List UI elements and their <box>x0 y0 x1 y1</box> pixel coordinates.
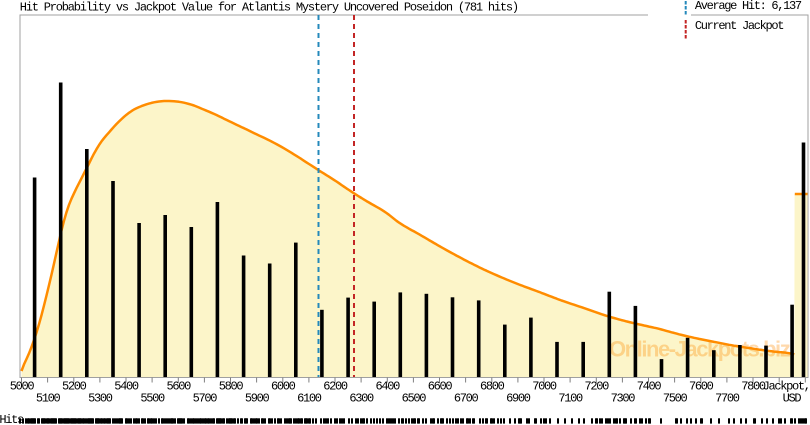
svg-text:6900: 6900 <box>506 392 531 406</box>
svg-text:7800: 7800 <box>741 380 766 394</box>
svg-text:5500: 5500 <box>140 392 165 406</box>
svg-text:6000: 6000 <box>271 380 296 394</box>
svg-text:Hit Probability vs Jackpot Val: Hit Probability vs Jackpot Value for Atl… <box>20 1 518 15</box>
svg-text:7300: 7300 <box>611 392 636 406</box>
svg-text:5100: 5100 <box>36 392 61 406</box>
svg-text:7700: 7700 <box>715 392 740 406</box>
svg-text:6400: 6400 <box>376 380 401 394</box>
svg-text:USD: USD <box>783 392 802 406</box>
svg-text:5700: 5700 <box>193 392 218 406</box>
svg-text:6300: 6300 <box>349 392 374 406</box>
svg-text:5800: 5800 <box>219 380 244 394</box>
svg-text:5200: 5200 <box>62 380 87 394</box>
svg-text:Average Hit: 6,137: Average Hit: 6,137 <box>695 0 802 13</box>
svg-text:Jackpot,: Jackpot, <box>763 380 810 394</box>
svg-text:6600: 6600 <box>428 380 453 394</box>
svg-text:5000: 5000 <box>10 380 35 394</box>
svg-text:7100: 7100 <box>558 392 583 406</box>
svg-text:7600: 7600 <box>689 380 714 394</box>
svg-text:Current Jackpot: Current Jackpot <box>695 19 783 33</box>
svg-text:6800: 6800 <box>480 380 505 394</box>
svg-text:7200: 7200 <box>585 380 610 394</box>
svg-text:5300: 5300 <box>88 392 113 406</box>
svg-text:5600: 5600 <box>167 380 192 394</box>
svg-text:7400: 7400 <box>637 380 662 394</box>
svg-text:6500: 6500 <box>402 392 427 406</box>
svg-text:6700: 6700 <box>454 392 479 406</box>
svg-text:5900: 5900 <box>245 392 270 406</box>
svg-text:6100: 6100 <box>297 392 322 406</box>
svg-text:Hits: Hits <box>0 413 24 425</box>
svg-text:7500: 7500 <box>663 392 688 406</box>
svg-text:5400: 5400 <box>114 380 139 394</box>
svg-text:6200: 6200 <box>323 380 348 394</box>
svg-text:7000: 7000 <box>532 380 557 394</box>
